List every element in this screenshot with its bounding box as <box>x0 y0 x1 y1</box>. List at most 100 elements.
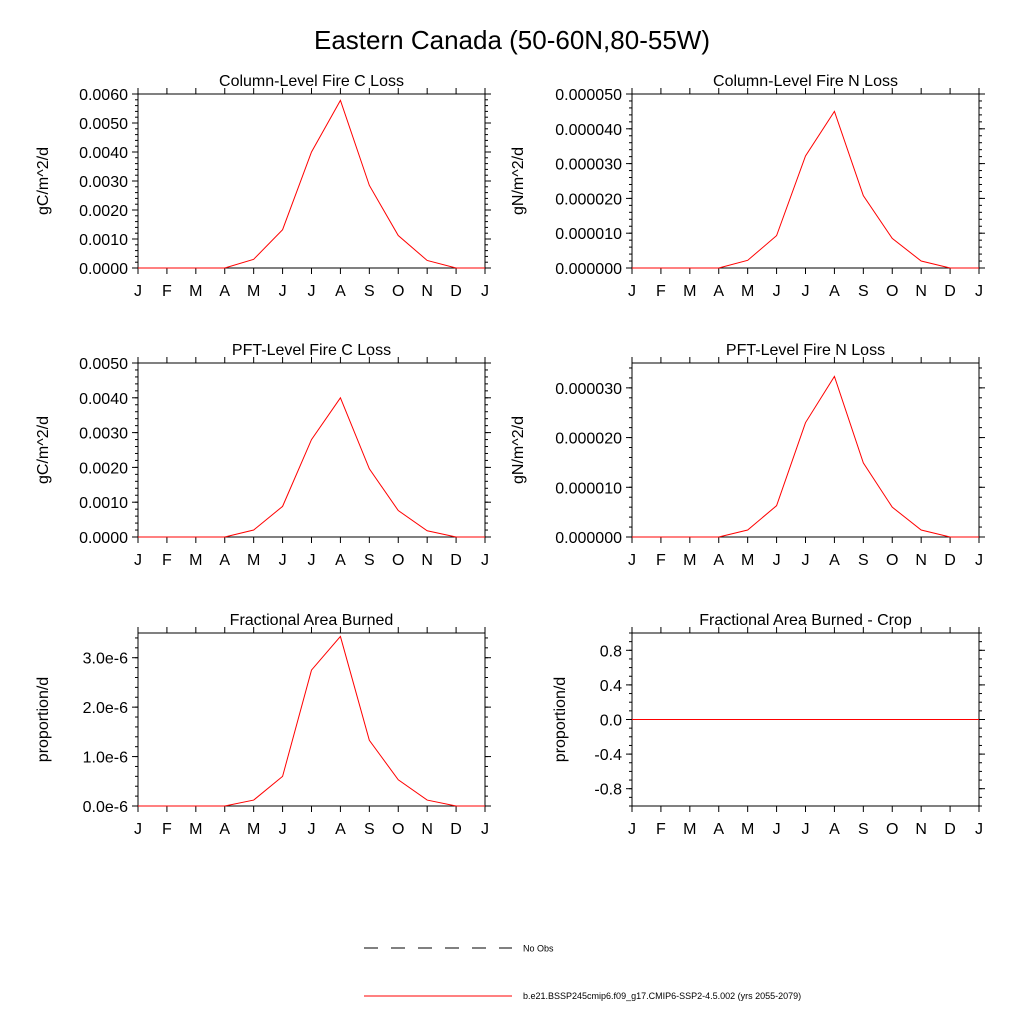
x-tick-label: J <box>279 283 287 300</box>
x-tick-label: A <box>829 283 840 300</box>
x-tick-label: A <box>829 552 840 569</box>
x-tick-label: O <box>392 552 404 569</box>
x-tick-label: O <box>886 283 898 300</box>
x-tick-label: F <box>162 821 172 838</box>
x-tick-label: A <box>219 821 230 838</box>
x-tick-label: O <box>886 821 898 838</box>
x-tick-label: N <box>421 552 433 569</box>
x-tick-label: A <box>829 821 840 838</box>
x-tick-label: J <box>134 552 142 569</box>
y-tick-label: 1.0e-6 <box>83 750 128 767</box>
y-axis-label: proportion/d <box>552 677 569 762</box>
y-tick-label: 0.0000 <box>79 530 128 547</box>
legend: No Obs b.e21.BSSP245cmip6.f09_g17.CMIP6-… <box>364 944 801 1001</box>
x-tick-label: A <box>713 283 724 300</box>
x-tick-label: F <box>656 283 666 300</box>
x-tick-label: M <box>741 552 754 569</box>
x-tick-label: S <box>858 821 869 838</box>
plot-frame <box>631 93 980 269</box>
y-tick-label: 0.4 <box>600 678 622 695</box>
x-tick-label: M <box>683 821 696 838</box>
panel-title: PFT-Level Fire N Loss <box>726 342 885 359</box>
x-tick-label: D <box>450 283 462 300</box>
legend-label-model: b.e21.BSSP245cmip6.f09_g17.CMIP6-SSP2-4.… <box>523 991 801 1001</box>
x-tick-label: J <box>481 552 489 569</box>
x-tick-label: J <box>481 283 489 300</box>
x-tick-label: J <box>308 283 316 300</box>
panel-6: Fractional Area Burned - Crop proportion/… <box>552 612 985 838</box>
x-tick-label: D <box>944 283 956 300</box>
plot-frame <box>631 362 980 538</box>
legend-item-no-obs: No Obs <box>364 944 554 954</box>
y-tick-label: 0.0050 <box>79 116 128 133</box>
y-axis-label: gC/m^2/d <box>35 147 52 215</box>
y-tick-label: 0.000000 <box>555 261 622 278</box>
x-tick-label: D <box>450 552 462 569</box>
figure-title: Eastern Canada (50-60N,80-55W) <box>314 25 710 55</box>
plot-frame <box>137 632 486 807</box>
y-axis-label: gC/m^2/d <box>35 416 52 484</box>
x-tick-label: S <box>364 283 375 300</box>
x-tick-label: M <box>741 821 754 838</box>
plot-frame <box>137 362 486 538</box>
x-tick-label: O <box>392 283 404 300</box>
y-tick-label: 0.0060 <box>79 87 128 104</box>
series-line <box>632 110 979 269</box>
x-tick-label: S <box>364 552 375 569</box>
x-tick-label: M <box>189 821 202 838</box>
panel-title: PFT-Level Fire C Loss <box>232 342 391 359</box>
x-tick-label: J <box>279 821 287 838</box>
x-tick-label: M <box>247 552 260 569</box>
y-tick-label: 0.000050 <box>555 87 622 104</box>
panel-title: Fractional Area Burned - Crop <box>699 612 912 629</box>
x-tick-label: J <box>134 821 142 838</box>
series-line <box>138 635 485 807</box>
series-line <box>138 396 485 538</box>
y-tick-label: -0.4 <box>594 747 622 764</box>
panel-title: Fractional Area Burned <box>230 612 394 629</box>
x-tick-label: F <box>162 283 172 300</box>
plot-frame <box>137 93 486 269</box>
y-tick-label: 0.0010 <box>79 232 128 249</box>
y-tick-label: 0.000000 <box>555 530 622 547</box>
legend-item-model: b.e21.BSSP245cmip6.f09_g17.CMIP6-SSP2-4.… <box>364 991 801 1001</box>
x-tick-label: O <box>886 552 898 569</box>
y-tick-label: 0.000020 <box>555 191 622 208</box>
x-tick-label: J <box>773 552 781 569</box>
y-axis-label: gN/m^2/d <box>510 416 527 484</box>
x-tick-label: A <box>335 821 346 838</box>
x-tick-label: N <box>915 552 927 569</box>
x-tick-label: J <box>773 821 781 838</box>
x-tick-label: J <box>975 821 983 838</box>
legend-label-no-obs: No Obs <box>523 944 554 954</box>
panel-title: Column-Level Fire C Loss <box>219 73 404 90</box>
y-tick-label: 0.0 <box>600 713 622 730</box>
x-tick-label: M <box>683 283 696 300</box>
x-tick-label: A <box>713 552 724 569</box>
x-tick-label: F <box>162 552 172 569</box>
x-tick-label: A <box>219 283 230 300</box>
y-tick-label: 0.0030 <box>79 426 128 443</box>
x-tick-label: J <box>773 283 781 300</box>
x-tick-label: A <box>219 552 230 569</box>
panel-title: Column-Level Fire N Loss <box>713 73 898 90</box>
y-tick-label: 0.0030 <box>79 174 128 191</box>
series-line <box>138 99 485 269</box>
x-tick-label: J <box>279 552 287 569</box>
y-tick-label: 0.000030 <box>555 381 622 398</box>
x-tick-label: M <box>683 552 696 569</box>
x-tick-label: O <box>392 821 404 838</box>
x-tick-label: J <box>628 552 636 569</box>
x-tick-label: J <box>134 283 142 300</box>
x-tick-label: F <box>656 821 666 838</box>
y-axis-label: gN/m^2/d <box>510 147 527 215</box>
y-tick-label: 0.0040 <box>79 391 128 408</box>
y-tick-label: 0.8 <box>600 643 622 660</box>
x-tick-label: S <box>364 821 375 838</box>
x-tick-label: J <box>975 283 983 300</box>
y-tick-label: 2.0e-6 <box>83 700 128 717</box>
